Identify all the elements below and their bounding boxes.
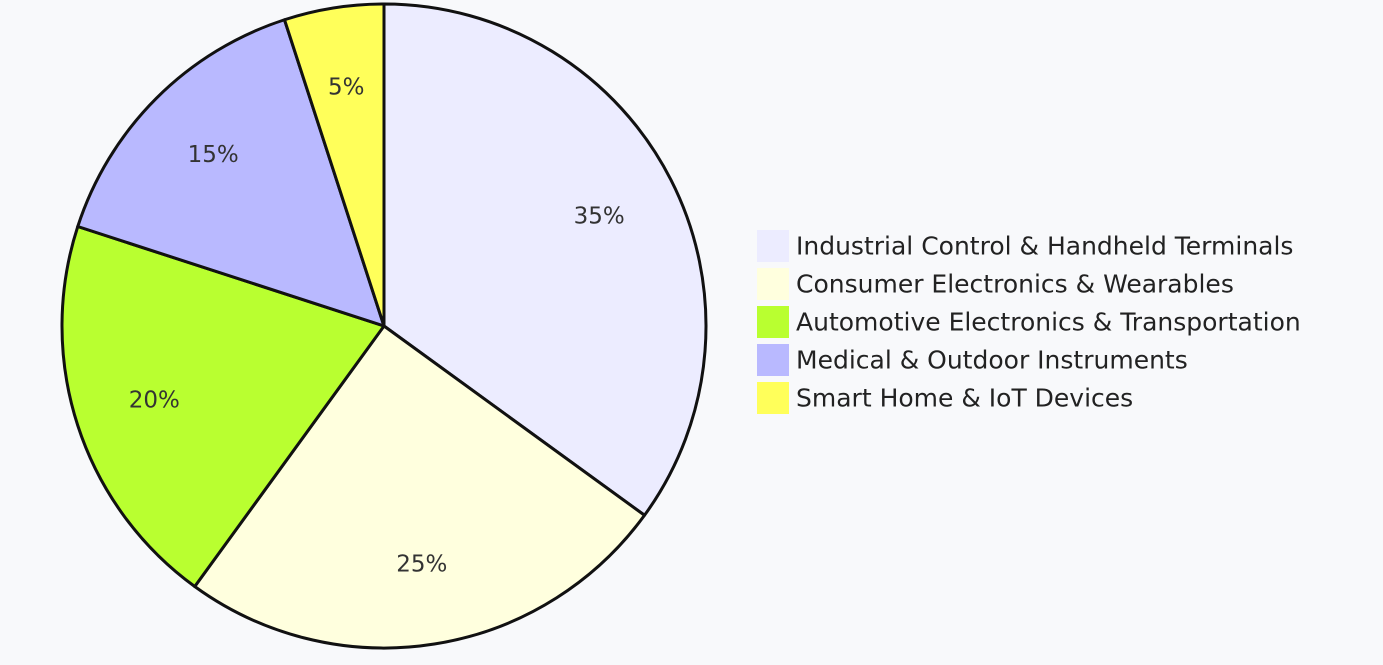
pie-slice-medical-and-outdoor-instruments xyxy=(76,18,386,328)
legend: Industrial Control & Handheld Terminals C… xyxy=(757,230,1301,414)
pie-slice-industrial-control-and-handheld-terminals xyxy=(382,2,708,517)
slice-label-medical-and-outdoor-instruments: 15% xyxy=(188,142,239,168)
pie-slice-consumer-electronics-and-wearables xyxy=(193,324,647,650)
slice-label-industrial-control-and-handheld-terminals: 35% xyxy=(574,203,625,229)
legend-label-automotive-electronics-and-transportation: Automotive Electronics & Transportation xyxy=(796,308,1301,337)
slice-label-smart-home-and-iot-devices: 5% xyxy=(328,74,365,100)
legend-swatch-industrial-control-and-handheld-terminals xyxy=(757,230,789,262)
legend-label-consumer-electronics-and-wearables: Consumer Electronics & Wearables xyxy=(796,270,1234,299)
pie-slice-labels: 35% 25% 20% 15% 5% xyxy=(129,74,625,577)
legend-swatch-smart-home-and-iot-devices xyxy=(757,382,789,414)
legend-label-smart-home-and-iot-devices: Smart Home & IoT Devices xyxy=(796,384,1133,413)
legend-label-medical-and-outdoor-instruments: Medical & Outdoor Instruments xyxy=(796,346,1188,375)
pie-slices xyxy=(60,2,708,650)
legend-swatch-medical-and-outdoor-instruments xyxy=(757,344,789,376)
legend-label-industrial-control-and-handheld-terminals: Industrial Control & Handheld Terminals xyxy=(796,232,1293,261)
slice-label-consumer-electronics-and-wearables: 25% xyxy=(396,552,447,578)
pie-slice-automotive-electronics-and-transportation xyxy=(60,224,386,589)
legend-swatch-consumer-electronics-and-wearables xyxy=(757,268,789,300)
pie-slice-smart-home-and-iot-devices xyxy=(282,2,386,328)
slice-label-automotive-electronics-and-transportation: 20% xyxy=(129,388,180,414)
legend-swatch-automotive-electronics-and-transportation xyxy=(757,306,789,338)
